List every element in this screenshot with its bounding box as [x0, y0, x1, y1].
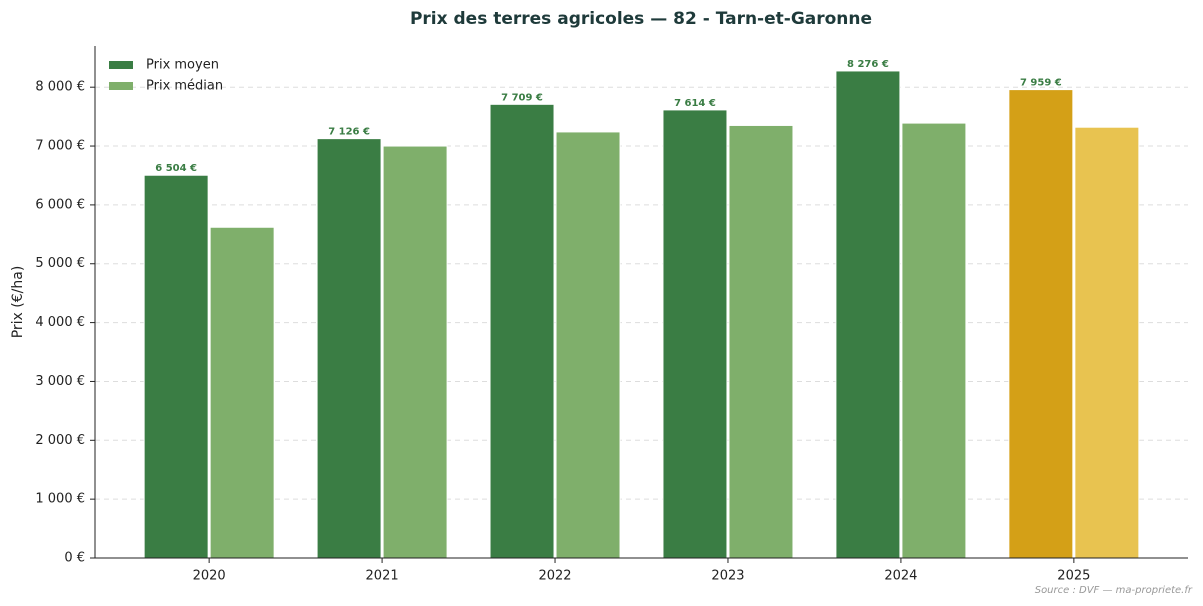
bar — [1008, 89, 1074, 559]
y-tick-label: 8 000 € — [35, 80, 85, 95]
value-label: 7 959 € — [1020, 78, 1062, 89]
bar — [1074, 126, 1140, 559]
bar — [489, 103, 555, 559]
x-tick-label: 2024 — [884, 569, 917, 584]
bar — [901, 122, 967, 559]
bar — [316, 138, 382, 559]
legend-label: Prix moyen — [146, 58, 219, 73]
bar — [382, 145, 448, 559]
bar — [555, 131, 621, 559]
value-label: 7 709 € — [501, 92, 543, 103]
bar — [728, 124, 794, 559]
bar — [143, 174, 209, 559]
value-label: 8 276 € — [847, 59, 889, 70]
value-label: 6 504 € — [155, 163, 197, 174]
y-tick-label: 3 000 € — [35, 374, 85, 389]
x-tick-label: 2023 — [711, 569, 744, 584]
legend-swatch — [109, 82, 133, 90]
legend-swatch — [109, 61, 133, 69]
y-tick-label: 1 000 € — [35, 492, 85, 507]
y-tick-label: 0 € — [64, 551, 85, 566]
value-label: 7 614 € — [674, 98, 716, 109]
x-tick-label: 2021 — [366, 569, 399, 584]
x-tick-label: 2025 — [1057, 569, 1090, 584]
legend-label: Prix médian — [146, 79, 223, 94]
bar — [209, 226, 275, 559]
source-note: Source : DVF — ma-propriete.fr — [1035, 585, 1193, 596]
y-tick-label: 2 000 € — [35, 433, 85, 448]
y-tick-label: 5 000 € — [35, 256, 85, 271]
bar — [835, 70, 901, 559]
y-tick-label: 7 000 € — [35, 139, 85, 154]
chart-title: Prix des terres agricoles — 82 - Tarn-et… — [410, 9, 872, 29]
y-axis-label: Prix (€/ha) — [10, 266, 26, 339]
x-tick-label: 2020 — [193, 569, 226, 584]
value-label: 7 126 € — [328, 127, 370, 138]
y-tick-label: 4 000 € — [35, 315, 85, 330]
x-tick-label: 2022 — [538, 569, 571, 584]
bar — [662, 109, 728, 559]
y-tick-label: 6 000 € — [35, 197, 85, 212]
